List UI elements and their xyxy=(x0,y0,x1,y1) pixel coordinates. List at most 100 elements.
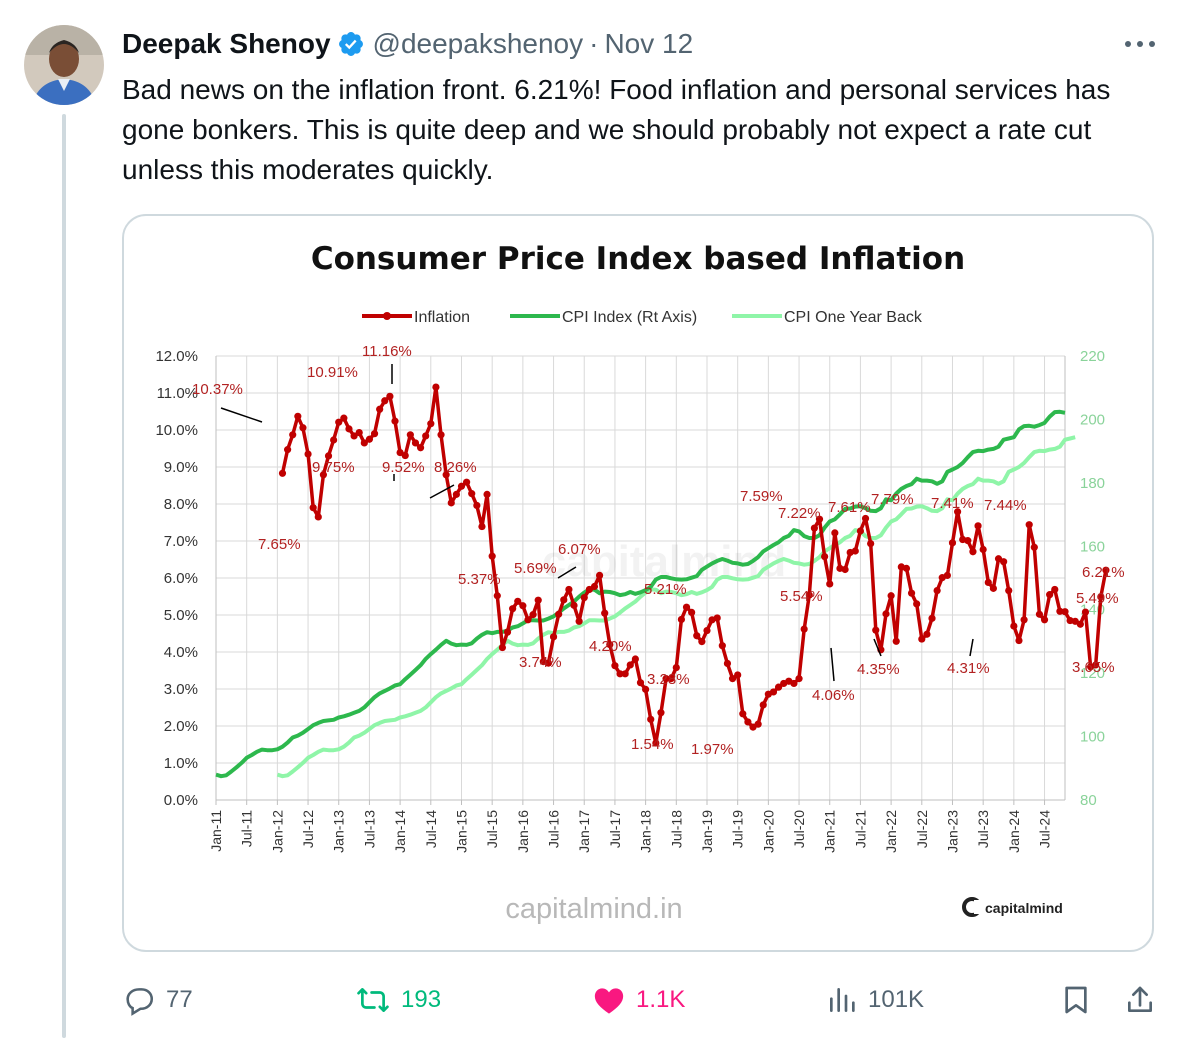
inflation-point xyxy=(580,594,588,602)
annotation-label: 8.26% xyxy=(434,459,477,476)
inflation-point xyxy=(452,490,460,498)
inflation-point xyxy=(1056,607,1064,615)
inflation-point xyxy=(437,431,445,439)
x-tick-label: Jan-15 xyxy=(453,810,469,853)
like-count: 1.1K xyxy=(636,986,686,1013)
annotation-leader xyxy=(429,484,455,499)
inflation-point xyxy=(1102,566,1110,574)
legend-label: CPI Index (Rt Axis) xyxy=(562,309,697,326)
inflation-point xyxy=(519,602,527,610)
inflation-point xyxy=(856,527,865,535)
inflation-point xyxy=(324,452,333,460)
inflation-point xyxy=(974,522,982,530)
tweet-date[interactable]: Nov 12 xyxy=(604,28,694,59)
x-tick-label: Jan-16 xyxy=(515,810,531,853)
annotation-label: 9.52% xyxy=(382,459,425,476)
watermark-url: capitalmind.in xyxy=(505,893,682,925)
y-left-tick-label: 6.0% xyxy=(164,570,198,587)
inflation-point xyxy=(1097,593,1105,601)
inflation-point xyxy=(1046,591,1054,599)
inflation-point xyxy=(969,548,977,556)
inflation-point xyxy=(984,578,992,587)
reply-button[interactable]: 77 xyxy=(122,975,193,1025)
inflation-point xyxy=(488,552,496,560)
inflation-point xyxy=(309,504,317,512)
inflation-point xyxy=(964,537,972,545)
inflation-point xyxy=(688,608,696,617)
author-handle[interactable]: @deepakshenoy xyxy=(372,28,584,59)
like-button[interactable]: 1.1K xyxy=(592,975,685,1025)
inflation-point xyxy=(626,661,634,669)
legend-label: CPI One Year Back xyxy=(784,309,923,326)
inflation-point xyxy=(759,701,767,709)
y-right-tick-label: 200 xyxy=(1080,411,1105,428)
inflation-point xyxy=(1005,586,1013,595)
annotation-label: 3.28% xyxy=(647,671,690,688)
avatar[interactable] xyxy=(24,25,104,105)
inflation-point xyxy=(754,720,762,728)
view-count: 101K xyxy=(868,986,925,1013)
series-cpi-one-year-back xyxy=(276,435,1076,779)
x-tick-label: Jul-11 xyxy=(239,810,255,847)
inflation-point xyxy=(774,683,783,691)
inflation-point xyxy=(289,431,297,439)
inflation-point xyxy=(657,709,665,717)
inflation-point xyxy=(565,585,573,594)
verified-badge-icon xyxy=(337,30,365,58)
inflation-point xyxy=(1030,543,1038,551)
inflation-point xyxy=(652,739,660,747)
inflation-point xyxy=(642,685,650,693)
inflation-point xyxy=(570,601,578,609)
y-left-tick-label: 2.0% xyxy=(164,718,198,735)
inflation-point xyxy=(621,670,629,678)
inflation-point xyxy=(1015,636,1023,645)
inflation-point xyxy=(769,688,778,696)
repost-button[interactable]: 193 xyxy=(355,975,441,1025)
annotation-label: 11.16% xyxy=(362,343,412,360)
inflation-point xyxy=(601,609,609,617)
share-button[interactable] xyxy=(1124,975,1166,1025)
annotation-leader xyxy=(873,638,882,657)
x-tick-label: Jul-16 xyxy=(546,810,562,848)
annotation-label: 5.37% xyxy=(458,571,501,588)
author-name[interactable]: Deepak Shenoy xyxy=(122,28,331,59)
annotation-leader xyxy=(830,647,835,682)
tweet-header: Deepak Shenoy @deepakshenoy · Nov 12 xyxy=(122,26,693,62)
inflation-point xyxy=(1025,521,1033,529)
y-right-tick-label: 160 xyxy=(1080,538,1105,555)
inflation-point xyxy=(810,524,818,532)
inflation-point xyxy=(473,501,481,510)
inflation-point xyxy=(979,545,987,554)
bookmark-button[interactable] xyxy=(1060,975,1102,1025)
inflation-point xyxy=(335,418,343,426)
inflation-point xyxy=(989,584,997,592)
inflation-point xyxy=(718,642,726,650)
x-tick-label: Jan-17 xyxy=(576,810,592,853)
inflation-point xyxy=(826,580,834,588)
annotation-label: 5.21% xyxy=(644,581,687,598)
more-options-icon[interactable] xyxy=(1120,30,1160,58)
inflation-point xyxy=(918,635,926,643)
annotation-label: 9.75% xyxy=(312,459,355,476)
chart-card[interactable]: Consumer Price Index based Inflation Infl… xyxy=(122,214,1154,952)
inflation-point xyxy=(1020,616,1028,624)
inflation-point xyxy=(795,675,803,683)
inflation-point xyxy=(611,662,619,670)
chart-title: Consumer Price Index based Inflation xyxy=(311,241,965,277)
inflation-point xyxy=(427,420,435,428)
inflation-point xyxy=(821,552,829,561)
inflation-point xyxy=(555,610,563,618)
x-tick-label: Jan-13 xyxy=(331,810,347,853)
inflation-point xyxy=(1092,661,1100,669)
inflation-point xyxy=(923,630,931,638)
y-right-tick-label: 80 xyxy=(1080,792,1097,809)
annotation-label: 4.31% xyxy=(947,660,990,677)
annotation-label: 7.22% xyxy=(778,505,821,522)
reply-count: 77 xyxy=(166,986,193,1013)
x-tick-label: Jul-19 xyxy=(730,810,746,848)
inflation-point xyxy=(345,425,353,433)
x-tick-label: Jan-23 xyxy=(944,810,960,853)
views-button[interactable]: 101K xyxy=(826,975,924,1025)
x-tick-label: Jan-12 xyxy=(269,810,285,853)
annotation-label: 4.35% xyxy=(857,661,900,678)
